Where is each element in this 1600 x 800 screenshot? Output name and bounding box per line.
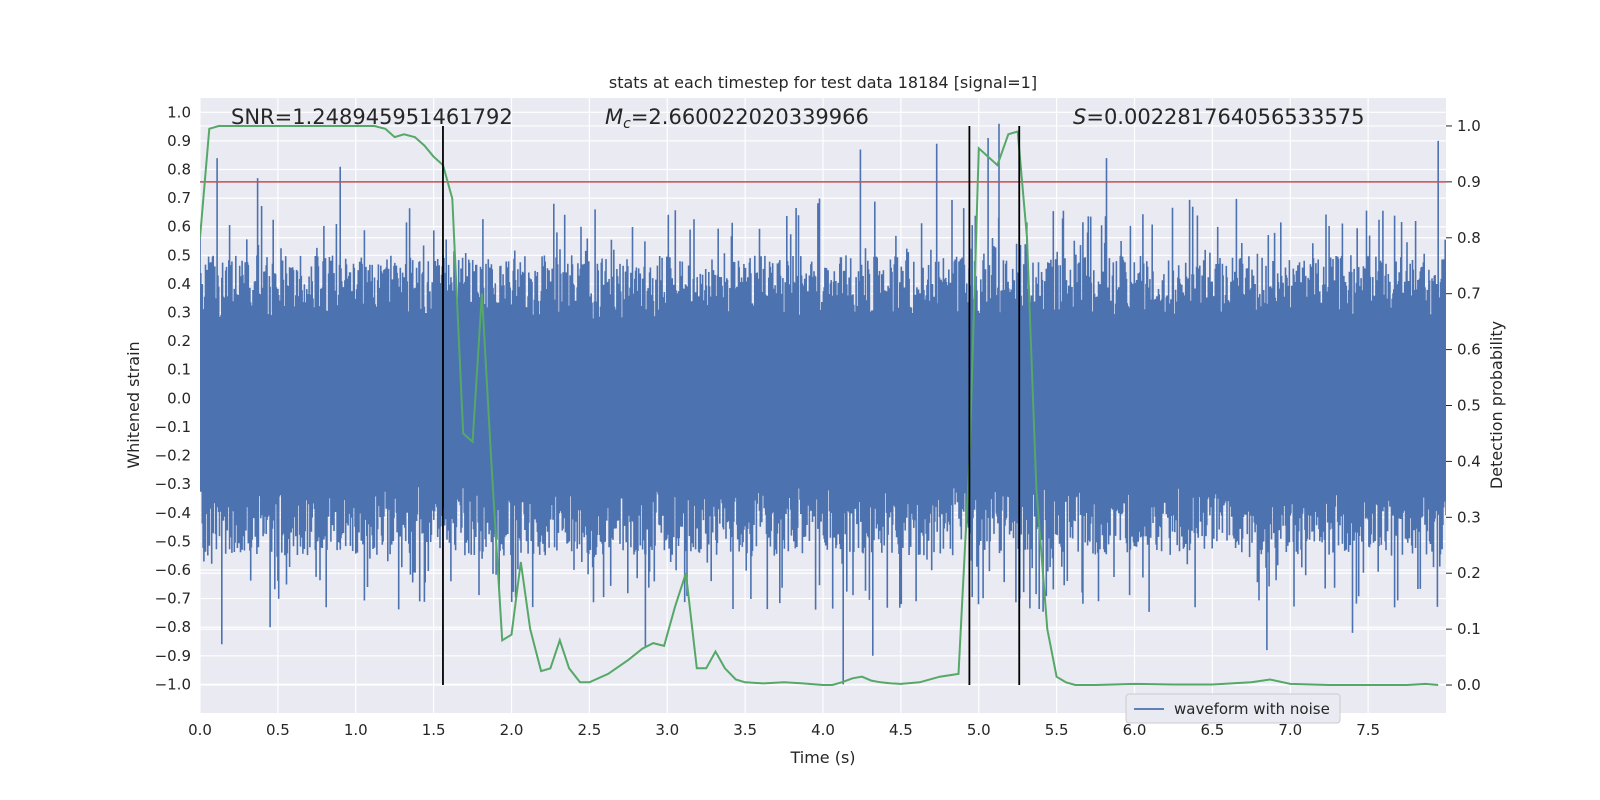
ticks: 0.0 0.5 1.0 1.5 2.0 2.5 3.0 3.5 4.0 4.5 5.0 5.5 6.0 6… <box>155 103 1481 739</box>
y-tick-label-right: 0.9 <box>1457 173 1481 191</box>
y-tick-label-left: 0.7 <box>167 189 191 207</box>
legend-label: waveform with noise <box>1174 700 1330 718</box>
y-tick-label-left: 0.5 <box>167 246 191 264</box>
x-tick-label: 1.0 <box>344 721 368 739</box>
s-value: =0.002281764056533575 <box>1086 105 1364 129</box>
x-tick-label: 7.5 <box>1356 721 1380 739</box>
y-axis-label-left: Whitened strain <box>124 341 143 468</box>
y-tick-label-left: 0.4 <box>167 275 191 293</box>
series-layer <box>200 123 1446 686</box>
x-tick-label: 0.0 <box>188 721 212 739</box>
y-tick-label-right: 0.1 <box>1457 620 1481 638</box>
snr-annotation: SNR=1.248945951461792 <box>231 105 513 129</box>
x-tick-label: 5.0 <box>967 721 991 739</box>
y-tick-label-left: −0.9 <box>155 647 191 665</box>
x-tick-label: 2.5 <box>577 721 601 739</box>
y-tick-label-left: 0.2 <box>167 332 191 350</box>
x-tick-label: 3.0 <box>655 721 679 739</box>
chirp-mass-value: =2.660022020339966 <box>631 105 869 129</box>
y-tick-label-left: −0.7 <box>155 590 191 608</box>
y-tick-label-right: 0.6 <box>1457 341 1481 359</box>
x-tick-label: 3.5 <box>733 721 757 739</box>
y-tick-label-left: −0.1 <box>155 418 191 436</box>
y-tick-label-left: −0.6 <box>155 561 191 579</box>
y-tick-label-left: −0.5 <box>155 532 191 550</box>
y-tick-label-right: 0.5 <box>1457 397 1481 415</box>
y-tick-label-right: 0.8 <box>1457 229 1481 247</box>
y-tick-label-left: 1.0 <box>167 103 191 121</box>
y-tick-label-right: 0.7 <box>1457 285 1481 303</box>
legend: waveform with noise <box>1125 693 1341 724</box>
y-tick-label-left: 0.0 <box>167 389 191 407</box>
y-tick-label-left: 0.1 <box>167 361 191 379</box>
legend-box <box>1125 693 1341 724</box>
x-tick-label: 7.0 <box>1278 721 1302 739</box>
y-tick-label-left: 0.6 <box>167 218 191 236</box>
y-tick-label-right: 1.0 <box>1457 117 1481 135</box>
x-tick-label: 5.5 <box>1045 721 1069 739</box>
chirp-mass-annotation: Mc=2.660022020339966 <box>605 105 869 132</box>
chirp-mass-symbol: M <box>605 105 623 129</box>
x-tick-label: 1.5 <box>422 721 446 739</box>
y-tick-label-left: −0.8 <box>155 618 191 636</box>
chart-title: stats at each timestep for test data 181… <box>609 73 1037 92</box>
y-tick-label-left: 0.8 <box>167 161 191 179</box>
y-axis-label-right: Detection probability <box>1487 321 1506 489</box>
chirp-mass-subscript: c <box>623 116 631 132</box>
s-annotation: S=0.002281764056533575 <box>1073 105 1364 129</box>
y-tick-label-right: 0.0 <box>1457 676 1481 694</box>
y-tick-label-left: −1.0 <box>155 675 191 693</box>
vertical-markers <box>442 125 1021 686</box>
y-tick-label-right: 0.2 <box>1457 564 1481 582</box>
y-tick-label-right: 0.4 <box>1457 452 1481 470</box>
y-tick-label-right: 0.3 <box>1457 508 1481 526</box>
probability-series <box>200 125 1439 686</box>
x-tick-label: 4.5 <box>889 721 913 739</box>
x-tick-label: 2.0 <box>500 721 524 739</box>
s-symbol: S <box>1073 105 1086 129</box>
x-tick-label: 0.5 <box>266 721 290 739</box>
y-tick-label-left: −0.2 <box>155 447 191 465</box>
y-tick-label-left: 0.9 <box>167 132 191 150</box>
y-tick-label-left: −0.4 <box>155 504 191 522</box>
x-tick-label: 6.5 <box>1200 721 1224 739</box>
x-tick-label: 4.0 <box>811 721 835 739</box>
x-axis-label: Time (s) <box>789 748 855 767</box>
x-tick-label: 6.0 <box>1123 721 1147 739</box>
waveform-series <box>200 123 1446 685</box>
y-tick-label-left: 0.3 <box>167 304 191 322</box>
y-tick-label-left: −0.3 <box>155 475 191 493</box>
